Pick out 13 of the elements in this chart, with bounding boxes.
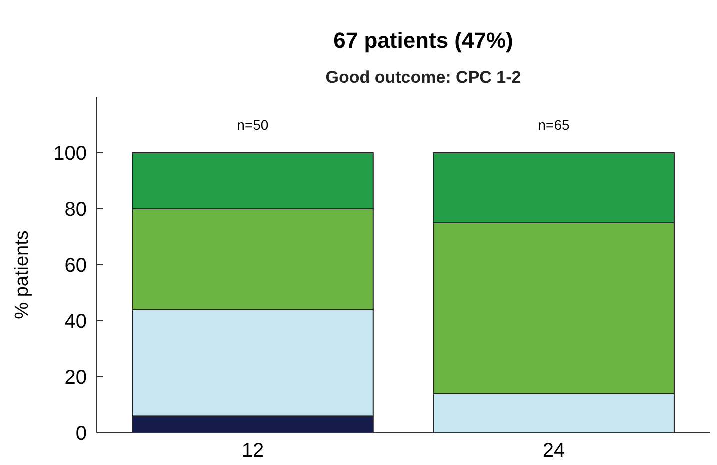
y-tick-label: 0	[76, 423, 87, 445]
y-tick-label: 60	[64, 255, 87, 277]
y-tick-label: 40	[64, 311, 87, 333]
annotation: n=50	[237, 117, 269, 133]
chart-title: 67 patients (47%)	[334, 28, 514, 53]
annotation: n=65	[538, 117, 570, 133]
y-tick-label: 100	[54, 143, 87, 165]
y-tick-label: 80	[64, 199, 87, 221]
x-tick-label: 12	[242, 440, 264, 462]
chart-subtitle: Good outcome: CPC 1-2	[326, 68, 522, 87]
x-tick-label: 24	[542, 440, 566, 462]
y-tick-label: 20	[64, 367, 87, 389]
y-axis-title: % patients	[12, 230, 33, 320]
